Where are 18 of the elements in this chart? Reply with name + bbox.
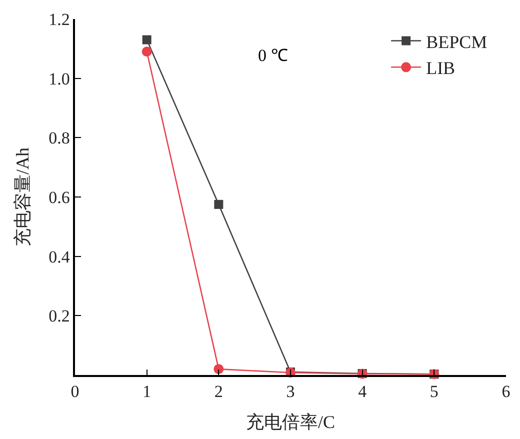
x-tick-label: 1	[142, 382, 152, 402]
y-tick-label: 0.2	[48, 306, 70, 326]
legend-label: BEPCM	[426, 32, 488, 52]
y-tick-label: 0.6	[48, 188, 70, 207]
y-tick-label: 0.4	[48, 247, 70, 266]
x-tick-label: 6	[502, 382, 510, 402]
x-tick-label: 3	[286, 382, 295, 402]
x-axis-title: 充电倍率/C	[246, 412, 336, 432]
x-tick-label: 5	[430, 382, 438, 402]
y-axis-title: 充电容量/Ah	[12, 148, 32, 246]
y-tick-label: 1.2	[48, 10, 70, 29]
x-tick-label: 2	[214, 382, 223, 402]
y-tick-label: 1.0	[48, 69, 70, 88]
x-tick-label: 4	[358, 382, 368, 402]
y-tick-label: 0.8	[48, 128, 70, 148]
legend-label: LIB	[426, 58, 456, 78]
x-tick-label: 0	[70, 382, 80, 402]
annotation: 0 ℃	[258, 46, 288, 65]
